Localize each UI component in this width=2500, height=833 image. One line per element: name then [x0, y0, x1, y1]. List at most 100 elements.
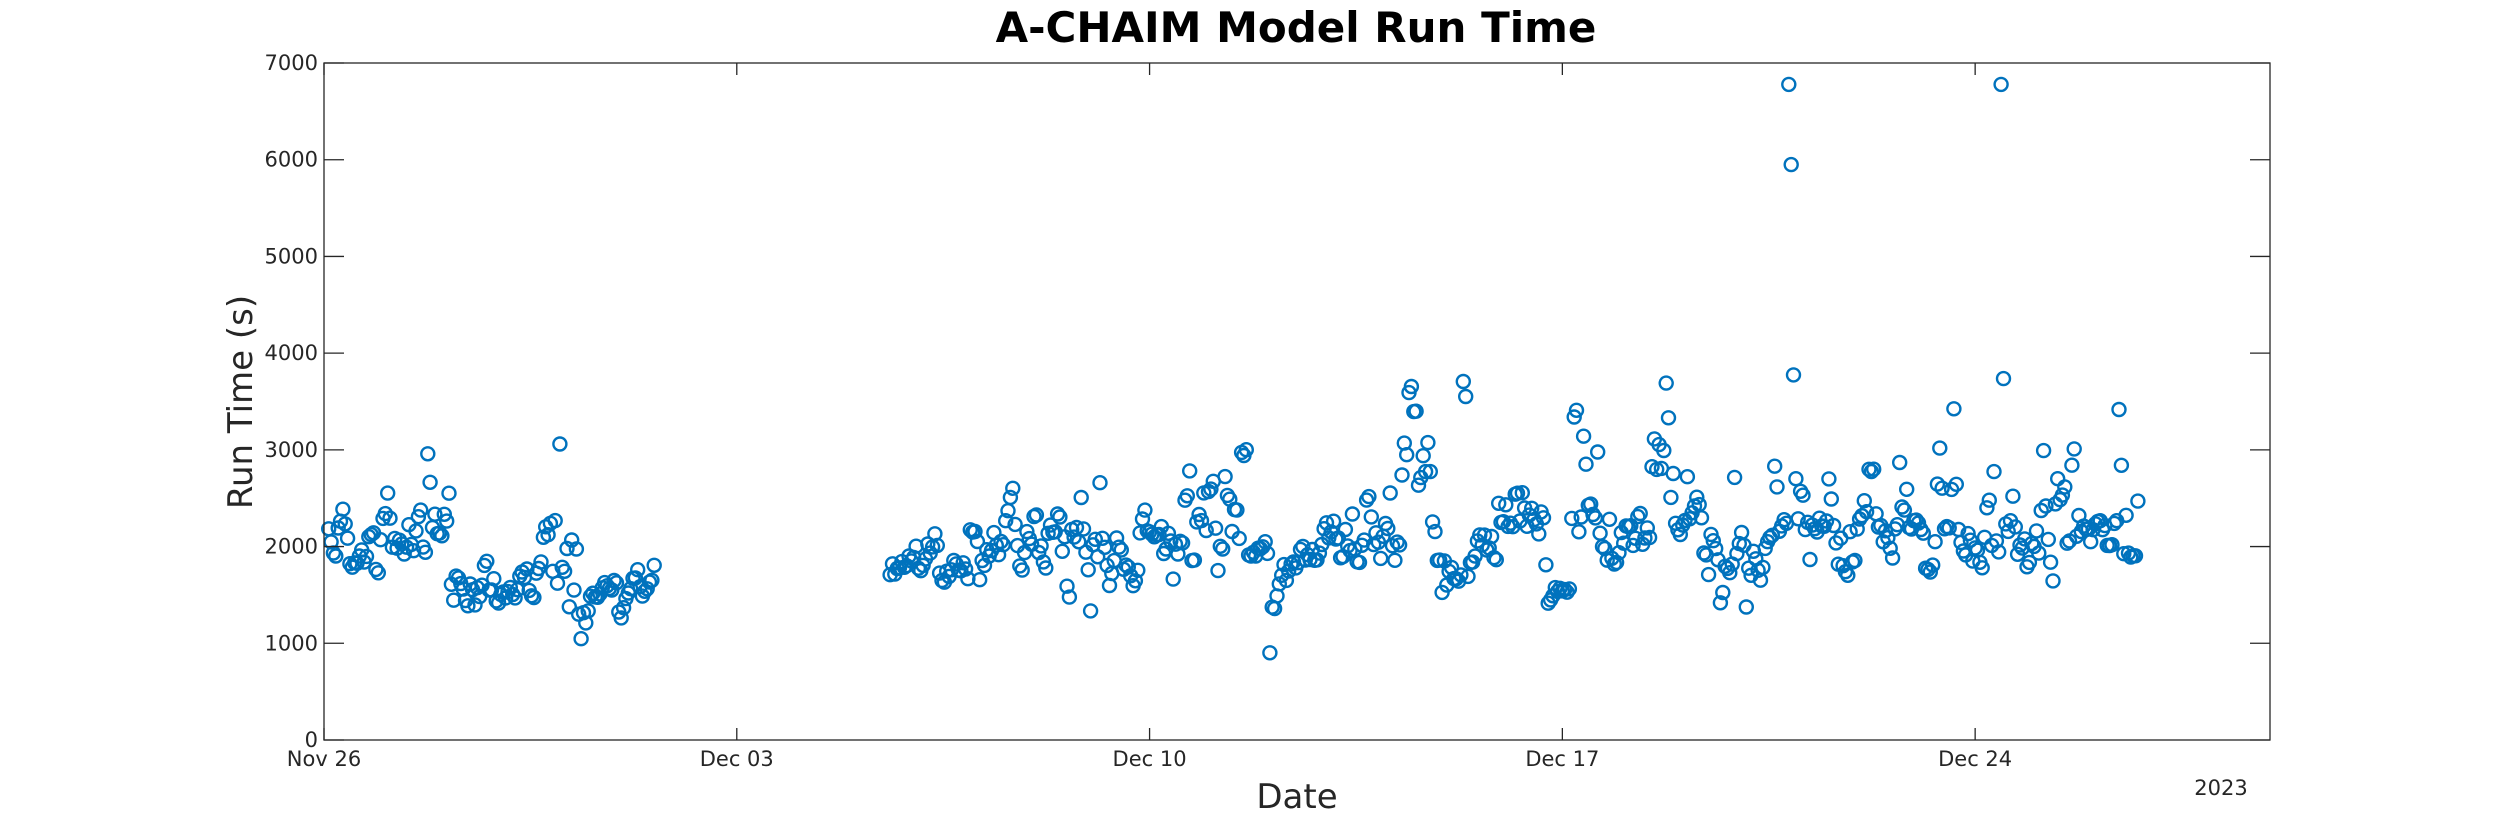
- data-point: [410, 509, 427, 525]
- data-point: [1262, 645, 1278, 661]
- data-point: [1632, 505, 1648, 522]
- data-point: [1689, 489, 1705, 505]
- data-point: [1561, 581, 1578, 597]
- data-point: [1130, 562, 1146, 578]
- data-point: [1927, 534, 1943, 550]
- data-point: [2113, 457, 2130, 473]
- y-axis: 0 1000 2000 3000 4000 5000 6000 7000: [265, 51, 2270, 752]
- data-point: [2104, 537, 2120, 553]
- data-point: [335, 501, 351, 517]
- data-point: [1842, 524, 1858, 540]
- y-tick-label: 5000: [265, 244, 318, 268]
- data-point: [2031, 545, 2047, 561]
- data-point: [1988, 533, 2005, 549]
- data-point: [1766, 458, 1783, 474]
- data-point: [2028, 523, 2045, 539]
- data-point: [1993, 76, 2009, 93]
- y-tick-label: 3000: [265, 438, 318, 462]
- data-point: [1995, 370, 2012, 387]
- plot-frame: [323, 62, 2271, 741]
- data-point: [1403, 378, 1420, 395]
- data-point: [427, 506, 443, 522]
- data-point: [1087, 531, 1104, 547]
- data-point: [2035, 442, 2052, 459]
- data-point: [1160, 525, 1177, 541]
- data-point: [1934, 480, 1950, 496]
- x-tick-label: Nov 26: [287, 747, 361, 771]
- data-point: [460, 598, 476, 614]
- data-point: [1658, 375, 1674, 391]
- data-point: [1424, 514, 1441, 530]
- data-point: [441, 485, 457, 501]
- data-point: [1309, 552, 1325, 568]
- data-point: [1788, 471, 1804, 487]
- data-point: [1990, 544, 2007, 560]
- data-point: [552, 436, 568, 452]
- data-point: [1181, 463, 1198, 479]
- x-tick-label: Dec 24: [1938, 747, 2012, 771]
- year-label: 2023: [2194, 776, 2247, 800]
- data-point: [1207, 520, 1224, 536]
- data-point: [1981, 492, 1998, 508]
- data-point: [1582, 496, 1599, 512]
- data-point: [1589, 444, 1606, 460]
- data-point: [641, 574, 658, 590]
- y-tick-label: 0: [305, 728, 318, 752]
- data-point: [1660, 410, 1677, 426]
- data-point: [420, 446, 436, 462]
- x-axis-label: Date: [1256, 777, 1337, 817]
- data-point: [2130, 493, 2146, 509]
- data-point: [1823, 491, 1840, 507]
- data-point: [1408, 403, 1424, 419]
- data-point: [1568, 402, 1585, 418]
- data-point: [627, 570, 644, 586]
- data-point: [434, 528, 450, 544]
- data-point: [1094, 530, 1111, 546]
- data-point: [1538, 557, 1554, 573]
- y-tick-label: 4000: [265, 341, 318, 365]
- data-point: [396, 546, 412, 562]
- data-point: [1571, 524, 1587, 540]
- data-point: [1325, 513, 1342, 529]
- data-point: [1311, 545, 1328, 561]
- data-point: [1427, 523, 1443, 540]
- data-point: [1151, 526, 1167, 543]
- data-point: [1410, 477, 1427, 493]
- data-point: [929, 537, 945, 554]
- data-point: [1259, 545, 1276, 562]
- data-point: [1915, 525, 1932, 541]
- data-point: [1625, 537, 1641, 554]
- data-point: [1382, 485, 1398, 501]
- data-point: [1821, 471, 1837, 487]
- data-point: [573, 631, 589, 647]
- data-point: [1165, 571, 1181, 587]
- data-point: [2118, 507, 2134, 523]
- data-point: [1679, 469, 1696, 485]
- chart-title: A-CHAIM Model Run Time: [996, 3, 1597, 52]
- data-point: [556, 563, 573, 579]
- data-point: [1960, 525, 1976, 542]
- data-point: [2033, 502, 2049, 519]
- data-point: [1783, 156, 1799, 173]
- data-point: [448, 568, 464, 584]
- data-point: [413, 502, 429, 518]
- data-point: [561, 599, 577, 615]
- data-point: [1417, 463, 1434, 480]
- data-point: [377, 505, 393, 522]
- data-point: [1861, 461, 1877, 477]
- data-point: [1052, 509, 1068, 525]
- data-point: [1986, 463, 2002, 480]
- data-point: [2054, 487, 2071, 503]
- data-point: [1337, 521, 1354, 538]
- y-axis-label: Run Time (s): [221, 295, 261, 509]
- data-point: [1049, 506, 1066, 522]
- data-point: [1453, 567, 1469, 583]
- data-point: [1488, 552, 1505, 568]
- data-point: [646, 557, 662, 573]
- data-point: [2068, 528, 2085, 544]
- data-point: [580, 603, 596, 619]
- data-point: [1278, 572, 1295, 589]
- y-tick-label: 2000: [265, 535, 318, 559]
- data-point: [549, 575, 566, 591]
